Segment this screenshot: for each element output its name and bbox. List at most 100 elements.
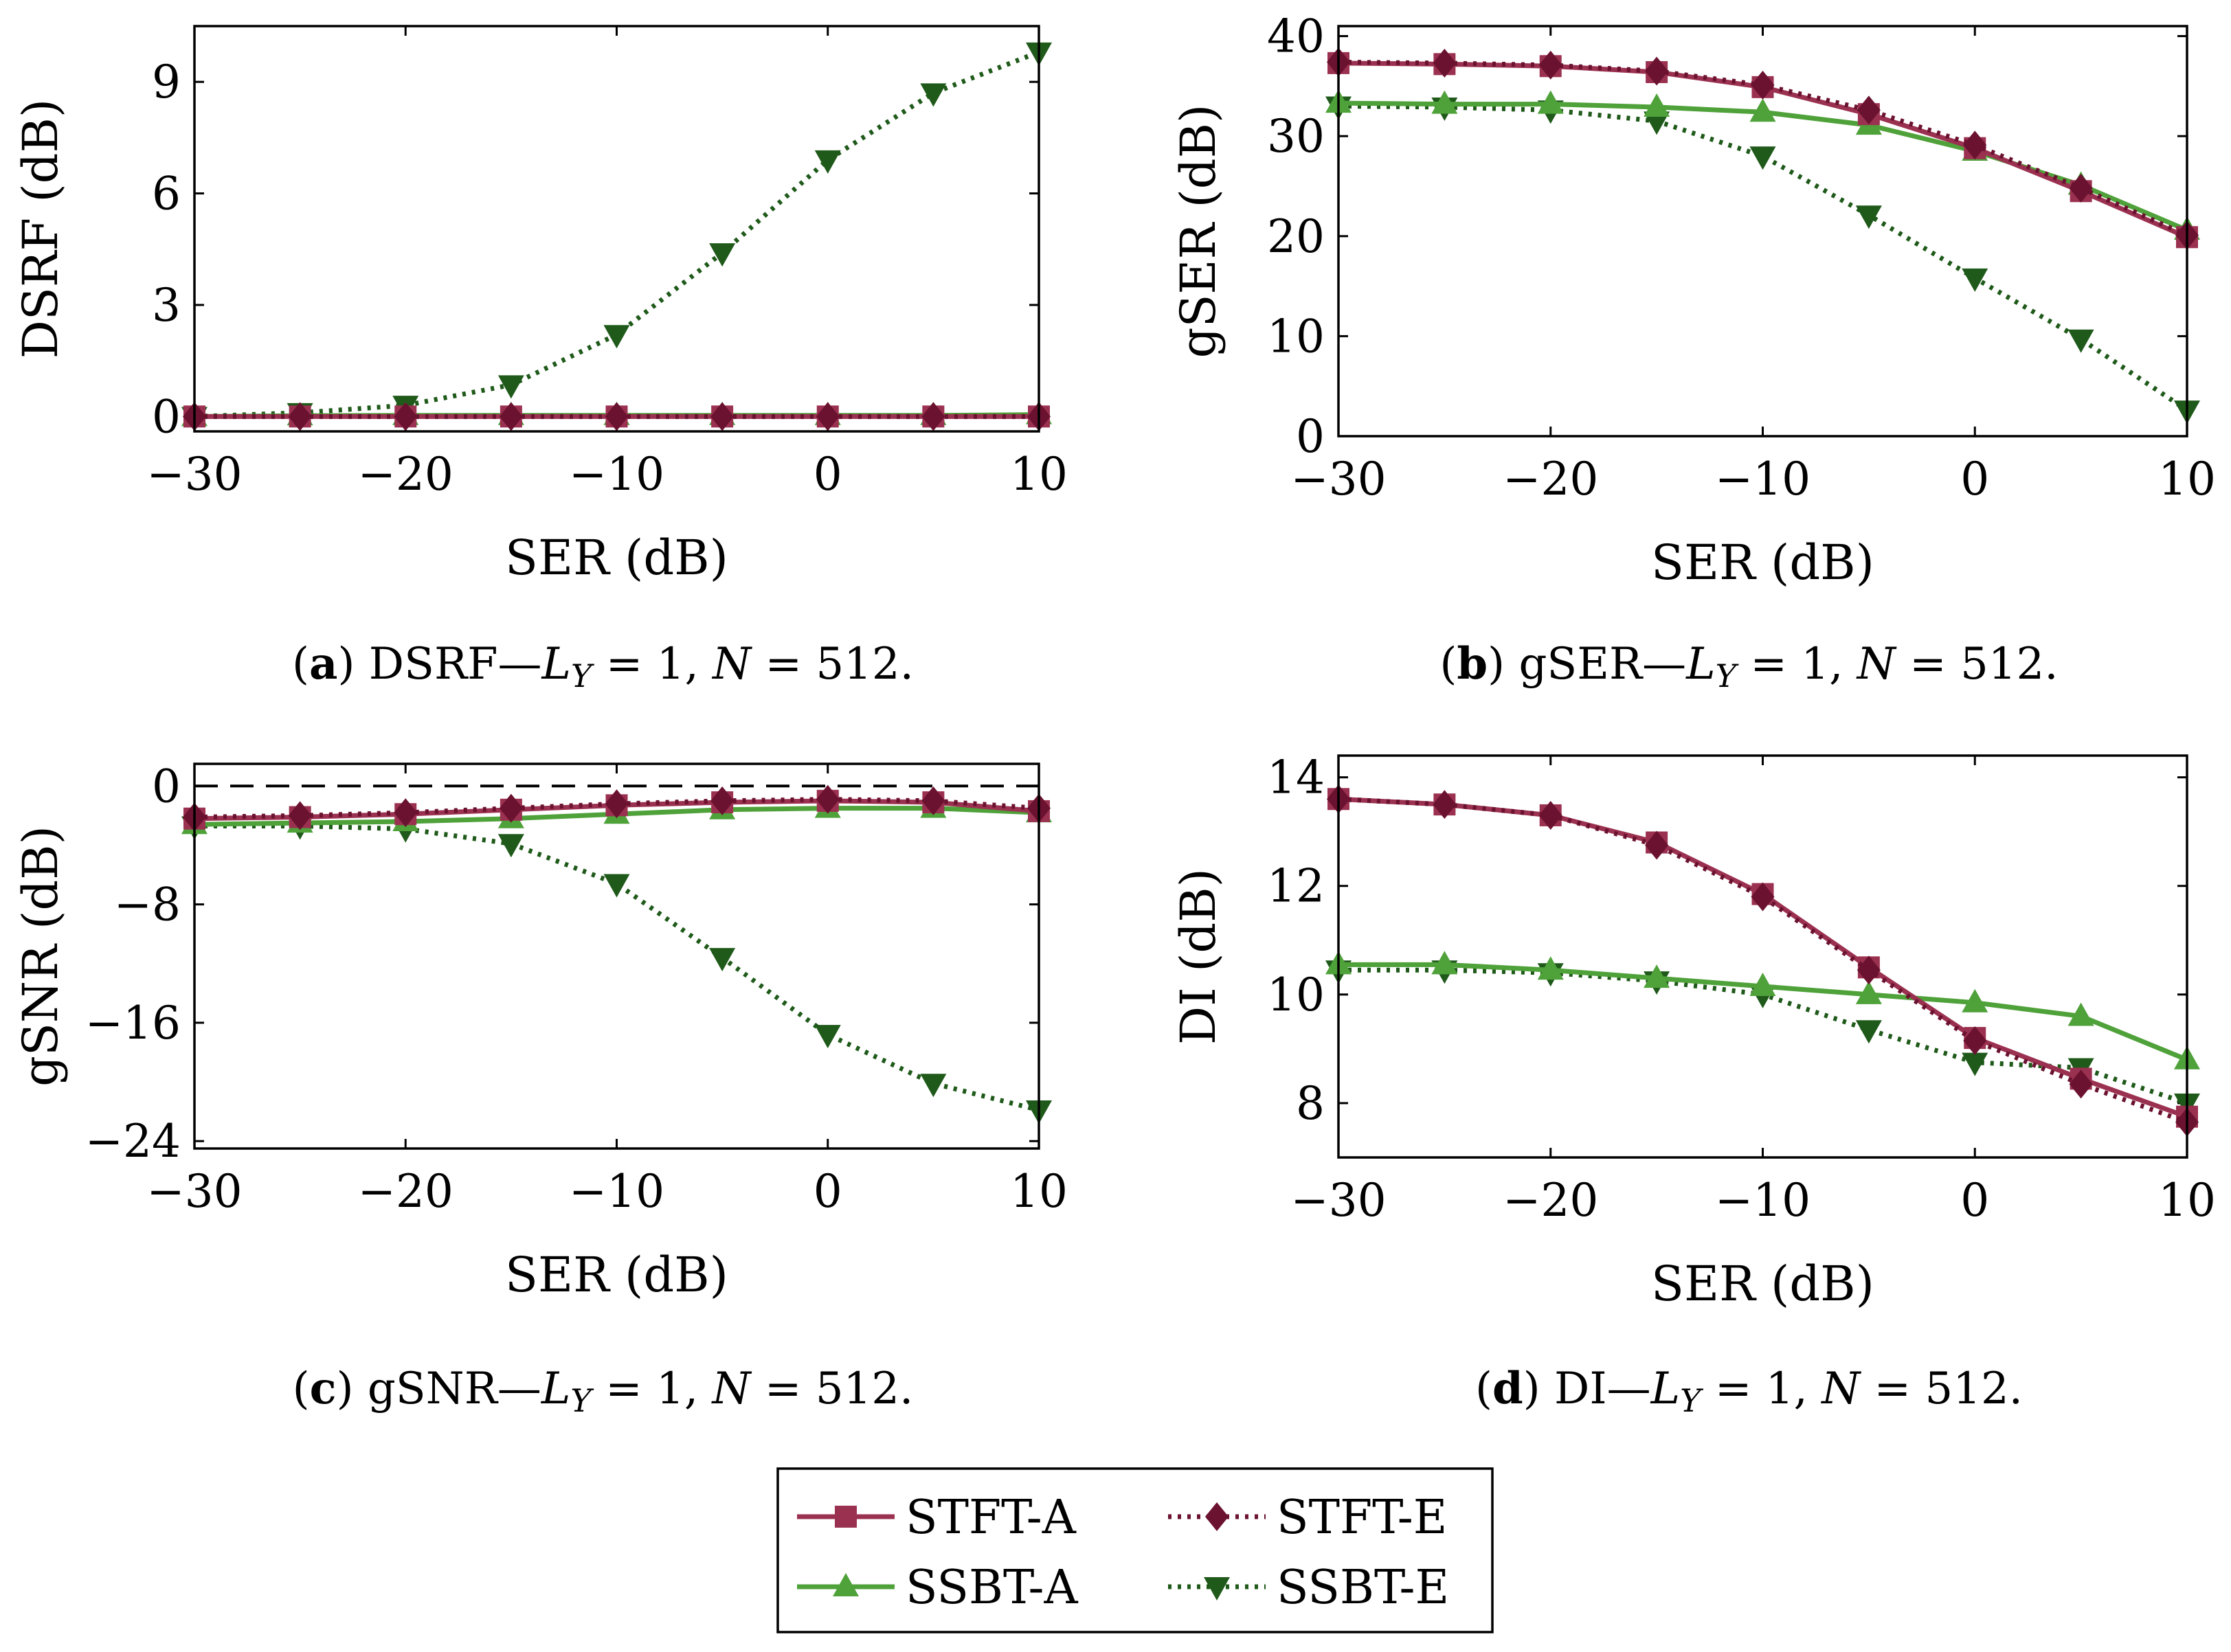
data-point (2069, 1070, 2093, 1099)
caption-part: = 512. (751, 1364, 914, 1414)
data-point (1751, 882, 1775, 912)
caption-part: N (711, 639, 752, 690)
plot-frame (1337, 25, 2188, 438)
x-tick-label: 0 (1960, 1174, 1989, 1227)
data-point (1538, 50, 1562, 80)
series-stft-e (183, 402, 1051, 431)
caption-part: L (541, 1364, 571, 1414)
data-point (920, 83, 947, 107)
caption-part: DI— (1554, 1364, 1651, 1414)
data-point (1962, 268, 1988, 292)
caption-part: a (309, 638, 337, 690)
data-point (710, 402, 735, 431)
data-point (1855, 205, 1882, 229)
data-point (814, 150, 841, 174)
caption-part: N (711, 1364, 752, 1414)
data-point (1857, 955, 1881, 985)
x-tick-label: −30 (1290, 453, 1386, 506)
chart-b: −30 −20 −10 0 10 0 10 20 30 40 SER (dB) gSER (dB) (b… (1170, 10, 2216, 694)
data-point (499, 402, 523, 431)
caption-part: L (541, 639, 572, 690)
chart-caption: (d) DI—LY = 1, N = 512. (1475, 1363, 2023, 1419)
data-point (1645, 830, 1669, 860)
y-axis-label: DSRF (dB) (12, 99, 69, 359)
x-axis-label: SER (dB) (505, 530, 728, 586)
caption-part: N (1856, 639, 1897, 690)
series-stft-e (1327, 784, 2199, 1137)
data-point (2067, 329, 2094, 353)
caption-part: ( (1475, 1364, 1492, 1414)
y-tick-label: −24 (85, 1115, 181, 1168)
series-ssbt-e (181, 816, 1052, 1124)
caption-part: Y (571, 657, 595, 694)
legend-entry-stft-a: STFT-A (797, 1491, 1077, 1545)
legend-marker (1204, 1577, 1230, 1600)
data-point (1963, 1026, 1987, 1056)
data-point (814, 1025, 841, 1049)
x-tick-label: −10 (569, 448, 664, 501)
caption-part: = 512. (751, 639, 914, 690)
legend: STFT-A STFT-E SSBT-A SSBT-E (776, 1467, 1494, 1633)
series-line (194, 797, 1040, 820)
data-point (603, 874, 630, 898)
data-point (1751, 70, 1775, 100)
data-point (1537, 90, 1564, 114)
x-tick-label: −20 (358, 1165, 453, 1218)
caption-part: N (1820, 1364, 1861, 1414)
data-point (288, 402, 312, 431)
data-point (1749, 98, 1776, 122)
data-point (1962, 1052, 1988, 1076)
data-point (499, 793, 523, 823)
chart-d: −30 −20 −10 0 10 8 10 12 14 SER (dB) DI (dB) (d) DI… (1170, 751, 2216, 1419)
series-ssbt-e (181, 42, 1052, 431)
data-point (1433, 48, 1457, 78)
x-tick-label: 10 (2158, 453, 2216, 506)
data-point (1855, 1020, 1882, 1044)
y-tick-label: 8 (1296, 1077, 1325, 1130)
x-axis-label: SER (dB) (1651, 1256, 1874, 1312)
y-tick-label: 40 (1267, 10, 1325, 63)
data-point (497, 375, 524, 399)
data-point (1538, 800, 1562, 830)
caption-part: ( (292, 639, 309, 690)
data-point (816, 784, 840, 814)
x-tick-label: −10 (1715, 1174, 1810, 1227)
chart-caption: (a) DSRF—LY = 1, N = 512. (292, 638, 914, 694)
legend-label: STFT-E (1277, 1491, 1447, 1545)
legend-label: SSBT-A (906, 1561, 1079, 1615)
data-point (1855, 980, 1882, 1004)
legend-label: STFT-A (906, 1491, 1077, 1545)
series-line (1338, 796, 2188, 1124)
series-ssbt-e (1325, 96, 2200, 425)
caption-part: ) (337, 1364, 368, 1414)
series-line (1338, 796, 2188, 1120)
data-point (1962, 988, 1988, 1012)
x-axis-label: SER (dB) (505, 1247, 728, 1303)
caption-part: Y (570, 1382, 594, 1419)
data-point (920, 1074, 947, 1098)
caption-part: gSER— (1518, 639, 1686, 690)
legend-box (776, 1467, 1494, 1633)
y-tick-label: 10 (1267, 969, 1325, 1021)
caption-part: = 512. (1860, 1364, 2023, 1414)
data-point (605, 789, 629, 819)
data-point (709, 243, 736, 267)
caption-part: gSNR— (368, 1364, 541, 1414)
y-tick-label: −8 (114, 879, 181, 931)
y-tick-label: 0 (1296, 410, 1325, 463)
data-point (921, 402, 945, 431)
x-tick-label: −30 (146, 448, 242, 501)
caption-part: L (1650, 1364, 1681, 1414)
data-point (1749, 146, 1776, 170)
caption-part: L (1685, 639, 1716, 690)
x-tick-label: −10 (1715, 453, 1810, 506)
data-point (921, 786, 945, 815)
y-tick-label: 0 (152, 760, 181, 813)
data-point (497, 834, 524, 858)
series-stft-e (1327, 47, 2199, 250)
x-tick-label: 10 (1010, 1165, 1068, 1218)
data-point (394, 798, 418, 828)
chart-c: −30 −20 −10 0 10 0 −8 −16 −24 SER (dB) gSNR (dB) (c… (12, 760, 1068, 1419)
data-point (605, 402, 629, 431)
data-point (1857, 95, 1881, 125)
